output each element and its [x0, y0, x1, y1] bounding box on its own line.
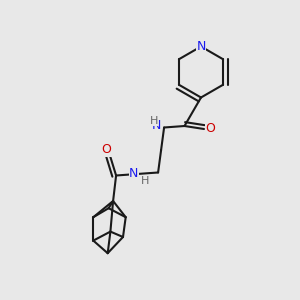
Text: N: N	[129, 167, 139, 181]
Text: N: N	[152, 119, 161, 133]
Text: H: H	[149, 116, 158, 126]
Text: O: O	[102, 143, 111, 156]
Text: N: N	[196, 40, 206, 53]
Text: H: H	[140, 176, 149, 187]
Text: O: O	[206, 122, 215, 136]
